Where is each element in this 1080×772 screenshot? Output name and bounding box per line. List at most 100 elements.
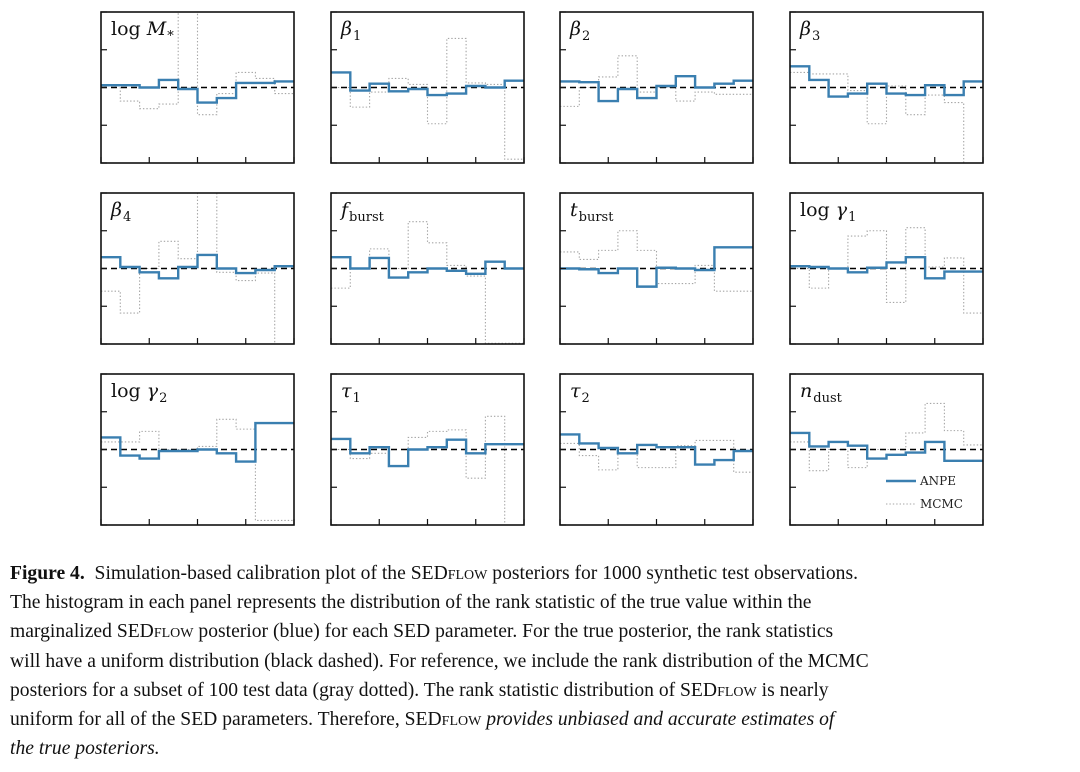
panel-label-symbol: M — [146, 18, 167, 40]
mcmc-histogram-line — [790, 71, 983, 163]
panel-label-symbol: γ — [147, 380, 159, 402]
panel-ticks — [789, 192, 984, 345]
panel-label-symbol: β — [110, 199, 122, 221]
panel-5: β4 — [100, 192, 295, 345]
legend: ANPE MCMC — [886, 474, 963, 511]
anpe-histogram-line — [790, 255, 983, 280]
panel-label-subscript: 1 — [848, 210, 856, 225]
anpe-histogram-line — [560, 246, 753, 288]
legend-anpe-label: ANPE — [919, 474, 956, 488]
panel-label-log: log — [111, 380, 147, 402]
panel-12: ndust — [789, 373, 984, 526]
panel-ticks — [559, 373, 754, 526]
anpe-histogram-line — [101, 421, 294, 463]
panel-label-symbol: n — [800, 380, 812, 402]
panel-ticks — [330, 192, 525, 345]
mcmc-histogram-line — [790, 402, 983, 472]
panel-11: τ2 — [559, 373, 754, 526]
panel-label: log M* — [111, 18, 174, 44]
anpe-histogram-line — [101, 253, 294, 280]
panel-label-log: log — [800, 199, 836, 221]
panel-ticks — [100, 11, 295, 164]
panel-plot-area — [790, 65, 983, 163]
figure-label: Figure 4. — [10, 563, 85, 584]
anpe-histogram-line — [790, 65, 983, 98]
panel-label-subscript: 1 — [353, 29, 361, 44]
panel-ticks — [559, 192, 754, 345]
panel-label-subscript: 1 — [353, 391, 361, 406]
figure-caption: Figure 4. Simulation-based calibration p… — [10, 559, 1072, 763]
panel-label-log: log — [111, 18, 147, 40]
panel-9: log γ2 — [100, 373, 295, 526]
panel-ticks — [789, 373, 984, 526]
caption-smallcaps: flow — [717, 679, 757, 701]
panel-plot-area — [101, 193, 294, 344]
panel-plot-area — [101, 12, 294, 116]
panel-label: log γ1 — [800, 199, 856, 225]
panel-plot-area — [331, 37, 524, 160]
panel-label-subscript: burst — [579, 210, 615, 225]
panel-label-symbol: β — [340, 18, 352, 40]
anpe-histogram-line — [101, 78, 294, 104]
panel-4: β3 — [789, 11, 984, 164]
panel-ticks — [789, 11, 984, 164]
panel-label-subscript: dust — [813, 391, 842, 406]
caption-smallcaps: flow — [441, 709, 482, 731]
panel-plot-area — [560, 230, 753, 292]
panel-ticks — [100, 192, 295, 345]
panel-7: tburst — [559, 192, 754, 345]
panel-plot-area — [790, 227, 983, 314]
caption-text: posterior (blue) for each SED parameter.… — [198, 621, 834, 643]
mcmc-histogram-line — [790, 227, 983, 314]
panel-label-symbol: γ — [836, 199, 848, 221]
panel-2: β1 — [330, 11, 525, 164]
mcmc-histogram-line — [331, 37, 524, 160]
panel-label-subscript: burst — [349, 210, 385, 225]
panel-label-symbol: f — [339, 199, 351, 221]
caption-line-4: will have a uniform distribution (black … — [10, 650, 869, 672]
caption-text: Simulation-based calibration plot of the… — [94, 563, 448, 584]
panel-plot-area — [790, 402, 983, 472]
caption-text: posteriors for 1000 synthetic test obser… — [492, 563, 858, 584]
panel-label: fburst — [339, 199, 385, 225]
panel-label-subscript: 2 — [582, 29, 590, 44]
mcmc-histogram-line — [331, 415, 524, 525]
panel-label: β1 — [340, 18, 361, 44]
panel-label-symbol: β — [799, 18, 811, 40]
caption-line-5: posteriors for a subset of 100 test data… — [10, 676, 1072, 705]
anpe-histogram-line — [331, 71, 524, 97]
panel-ticks — [559, 11, 754, 164]
panel-ticks — [330, 11, 525, 164]
panel-label: log γ2 — [111, 380, 167, 406]
mcmc-histogram-line — [101, 12, 294, 116]
caption-line-2: The histogram in each panel represents t… — [10, 592, 812, 614]
panel-plot-area — [101, 418, 294, 522]
panel-label-subscript: 3 — [812, 29, 820, 44]
panel-plot-area — [331, 221, 524, 344]
panel-label-subscript: 2 — [582, 391, 590, 406]
panel-label-subscript: 4 — [123, 210, 131, 225]
legend-mcmc-label: MCMC — [920, 497, 963, 511]
caption-line-7: the true posteriors. — [10, 738, 160, 760]
panel-10: τ1 — [330, 373, 525, 526]
anpe-histogram-line — [560, 74, 753, 103]
anpe-histogram-line — [331, 255, 524, 279]
panel-label: ndust — [800, 380, 843, 406]
panel-label-symbol: τ — [341, 380, 352, 402]
panel-1: log M* — [100, 11, 295, 164]
caption-text: marginalized SED — [10, 621, 154, 643]
caption-smallcaps: flow — [447, 563, 488, 584]
caption-line-6: uniform for all of the SED parameters. T… — [10, 705, 1072, 734]
panel-label: β2 — [569, 18, 590, 44]
panel-plot-area — [560, 433, 753, 473]
caption-text: posteriors for a subset of 100 test data… — [10, 679, 718, 701]
panel-ticks — [100, 373, 295, 526]
panel-label: tburst — [570, 199, 614, 225]
panel-ticks — [330, 373, 525, 526]
panel-8: log γ1 — [789, 192, 984, 345]
anpe-histogram-line — [790, 431, 983, 463]
caption-smallcaps: flow — [153, 621, 194, 643]
caption-text: uniform for all of the SED parameters. T… — [10, 709, 442, 731]
